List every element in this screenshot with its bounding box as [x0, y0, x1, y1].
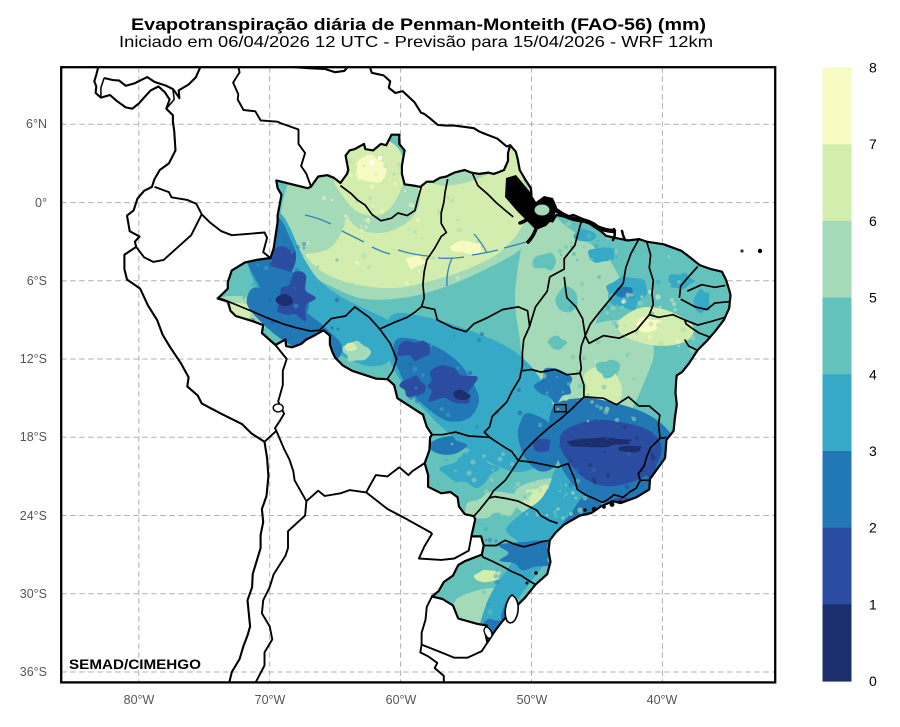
svg-text:18°S: 18°S — [20, 430, 47, 444]
svg-text:24°S: 24°S — [20, 509, 47, 523]
svg-text:1: 1 — [869, 596, 877, 612]
svg-text:0°: 0° — [35, 196, 47, 210]
svg-text:5: 5 — [869, 290, 877, 306]
svg-text:70°W: 70°W — [255, 693, 286, 707]
svg-text:30°S: 30°S — [20, 587, 47, 601]
svg-text:6: 6 — [869, 213, 877, 229]
svg-text:SEMAD/CIMEHGO: SEMAD/CIMEHGO — [69, 657, 201, 672]
svg-text:3: 3 — [869, 443, 877, 459]
svg-text:40°W: 40°W — [647, 693, 678, 707]
svg-text:8: 8 — [869, 60, 877, 76]
svg-text:2: 2 — [869, 520, 877, 536]
svg-text:7: 7 — [869, 136, 877, 152]
svg-text:80°W: 80°W — [124, 693, 155, 707]
svg-text:6°N: 6°N — [26, 117, 47, 131]
svg-text:Evapotranspiração diária de Pe: Evapotranspiração diária de Penman-Monte… — [131, 15, 706, 34]
svg-text:6°S: 6°S — [27, 274, 47, 288]
svg-text:Iniciado em 06/04/2026 12 UTC: Iniciado em 06/04/2026 12 UTC - Previsão… — [119, 34, 713, 51]
svg-text:36°S: 36°S — [20, 665, 47, 679]
svg-text:12°S: 12°S — [20, 352, 47, 366]
svg-text:4: 4 — [869, 366, 877, 382]
svg-text:60°W: 60°W — [386, 693, 417, 707]
svg-text:50°W: 50°W — [517, 693, 548, 707]
svg-text:0: 0 — [869, 673, 877, 689]
